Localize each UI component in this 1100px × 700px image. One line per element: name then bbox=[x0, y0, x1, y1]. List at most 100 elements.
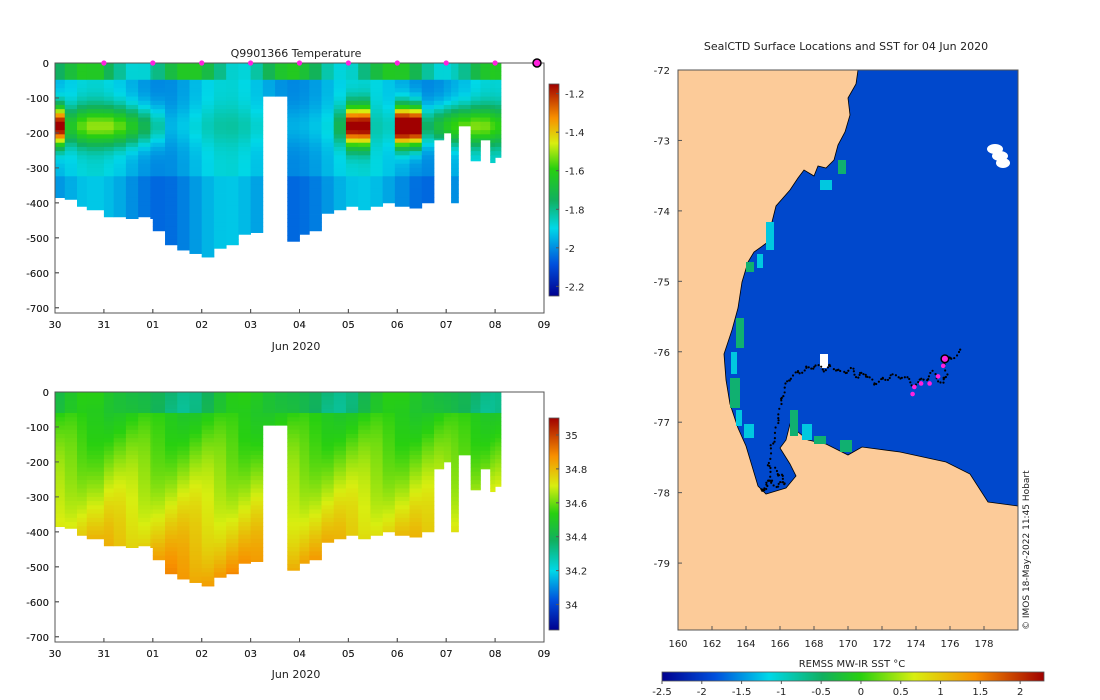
heat-cell bbox=[309, 226, 322, 232]
heat-cell bbox=[55, 475, 66, 481]
heat-cell bbox=[55, 454, 66, 460]
heat-cell bbox=[103, 517, 115, 523]
heat-cell bbox=[394, 104, 410, 110]
heat-cell bbox=[490, 450, 496, 456]
heat-cell bbox=[64, 88, 78, 93]
heat-cell bbox=[150, 484, 154, 489]
heat-cell bbox=[125, 505, 139, 510]
heat-cell bbox=[152, 513, 166, 519]
heat-cell bbox=[55, 404, 66, 410]
heat-cell bbox=[77, 404, 88, 410]
x-tick-label: 31 bbox=[98, 649, 111, 660]
heat-cell bbox=[321, 404, 335, 410]
heat-cell bbox=[495, 438, 502, 443]
heat-cell bbox=[165, 564, 178, 569]
heat-cell bbox=[409, 513, 423, 519]
heat-cell bbox=[250, 392, 264, 397]
track-point bbox=[857, 376, 860, 379]
heat-cell bbox=[345, 480, 359, 485]
heat-cell bbox=[125, 450, 139, 456]
heat-cell bbox=[287, 100, 300, 106]
heat-cell bbox=[152, 142, 166, 148]
heat-cell bbox=[309, 509, 322, 515]
heat-cell bbox=[345, 400, 359, 405]
heat-cell bbox=[138, 438, 151, 443]
heat-cell bbox=[189, 63, 203, 68]
heat-cell bbox=[238, 197, 251, 202]
heat-cell bbox=[451, 480, 459, 485]
heat-cell bbox=[287, 475, 300, 481]
heat-cell bbox=[213, 576, 227, 578]
heat-cell bbox=[55, 433, 66, 439]
heat-cell bbox=[189, 509, 203, 515]
heat-cell bbox=[64, 446, 78, 452]
heat-cell bbox=[394, 421, 410, 426]
heat-cell bbox=[125, 517, 139, 523]
heat-cell bbox=[77, 417, 88, 422]
heat-cell bbox=[451, 425, 459, 431]
heat-cell bbox=[125, 209, 139, 215]
heat-cell bbox=[333, 400, 347, 405]
heat-cell bbox=[213, 130, 227, 135]
heat-cell bbox=[345, 454, 359, 460]
heat-cell bbox=[226, 538, 239, 544]
heat-cell bbox=[370, 205, 384, 207]
y-tick-label: -100 bbox=[26, 94, 49, 105]
heat-cell bbox=[138, 71, 151, 76]
heat-cell bbox=[358, 130, 371, 135]
heat-cell bbox=[275, 421, 288, 426]
heat-cell bbox=[250, 63, 264, 68]
heat-cell bbox=[451, 96, 459, 102]
heat-cell bbox=[77, 392, 88, 397]
heat-cell bbox=[213, 88, 227, 93]
heat-cell bbox=[333, 450, 347, 456]
heat-cell bbox=[394, 467, 410, 473]
heat-cell bbox=[55, 142, 66, 148]
heat-cell bbox=[189, 534, 203, 540]
heat-cell bbox=[250, 113, 264, 118]
heat-cell bbox=[138, 125, 151, 131]
heat-cell bbox=[213, 454, 227, 460]
heat-cell bbox=[409, 167, 423, 173]
heat-cell bbox=[490, 104, 496, 110]
heat-cell bbox=[345, 446, 359, 452]
heat-cell bbox=[103, 492, 115, 498]
profile-marker bbox=[150, 60, 156, 66]
heat-cell bbox=[382, 104, 396, 110]
recent-location bbox=[910, 391, 915, 397]
heat-cell bbox=[490, 125, 496, 131]
heat-cell bbox=[213, 79, 227, 85]
heat-cell bbox=[370, 151, 384, 156]
heat-cell bbox=[287, 547, 300, 552]
heat-cell bbox=[125, 526, 139, 531]
heat-cell bbox=[113, 425, 127, 431]
y-tick-label: -500 bbox=[26, 563, 49, 574]
heat-cell bbox=[64, 400, 78, 405]
heat-cell bbox=[394, 113, 410, 118]
heat-cell bbox=[309, 484, 322, 489]
heat-cell bbox=[345, 121, 359, 127]
heat-cell bbox=[321, 496, 335, 502]
heat-cell bbox=[138, 67, 151, 72]
heat-cell bbox=[358, 492, 371, 498]
heat-cell bbox=[433, 138, 445, 141]
heat-cell bbox=[394, 159, 410, 165]
heat-cell bbox=[495, 130, 502, 135]
track-point bbox=[884, 378, 887, 381]
heat-cell bbox=[358, 79, 371, 85]
heat-cell bbox=[189, 113, 203, 118]
heat-cell bbox=[177, 113, 190, 118]
heat-cell bbox=[409, 492, 423, 498]
heat-cell bbox=[201, 113, 215, 118]
heat-cell bbox=[345, 151, 359, 156]
heat-cell bbox=[103, 471, 115, 477]
heat-cell bbox=[345, 180, 359, 186]
sst-colorbar-tick-label: 1.5 bbox=[972, 687, 988, 698]
heat-cell bbox=[321, 67, 335, 72]
heat-cell bbox=[309, 517, 322, 523]
heat-cell bbox=[358, 505, 371, 510]
track-point bbox=[794, 371, 797, 374]
heat-cell bbox=[226, 551, 239, 557]
heat-cell bbox=[321, 501, 335, 506]
heat-cell bbox=[213, 247, 227, 249]
